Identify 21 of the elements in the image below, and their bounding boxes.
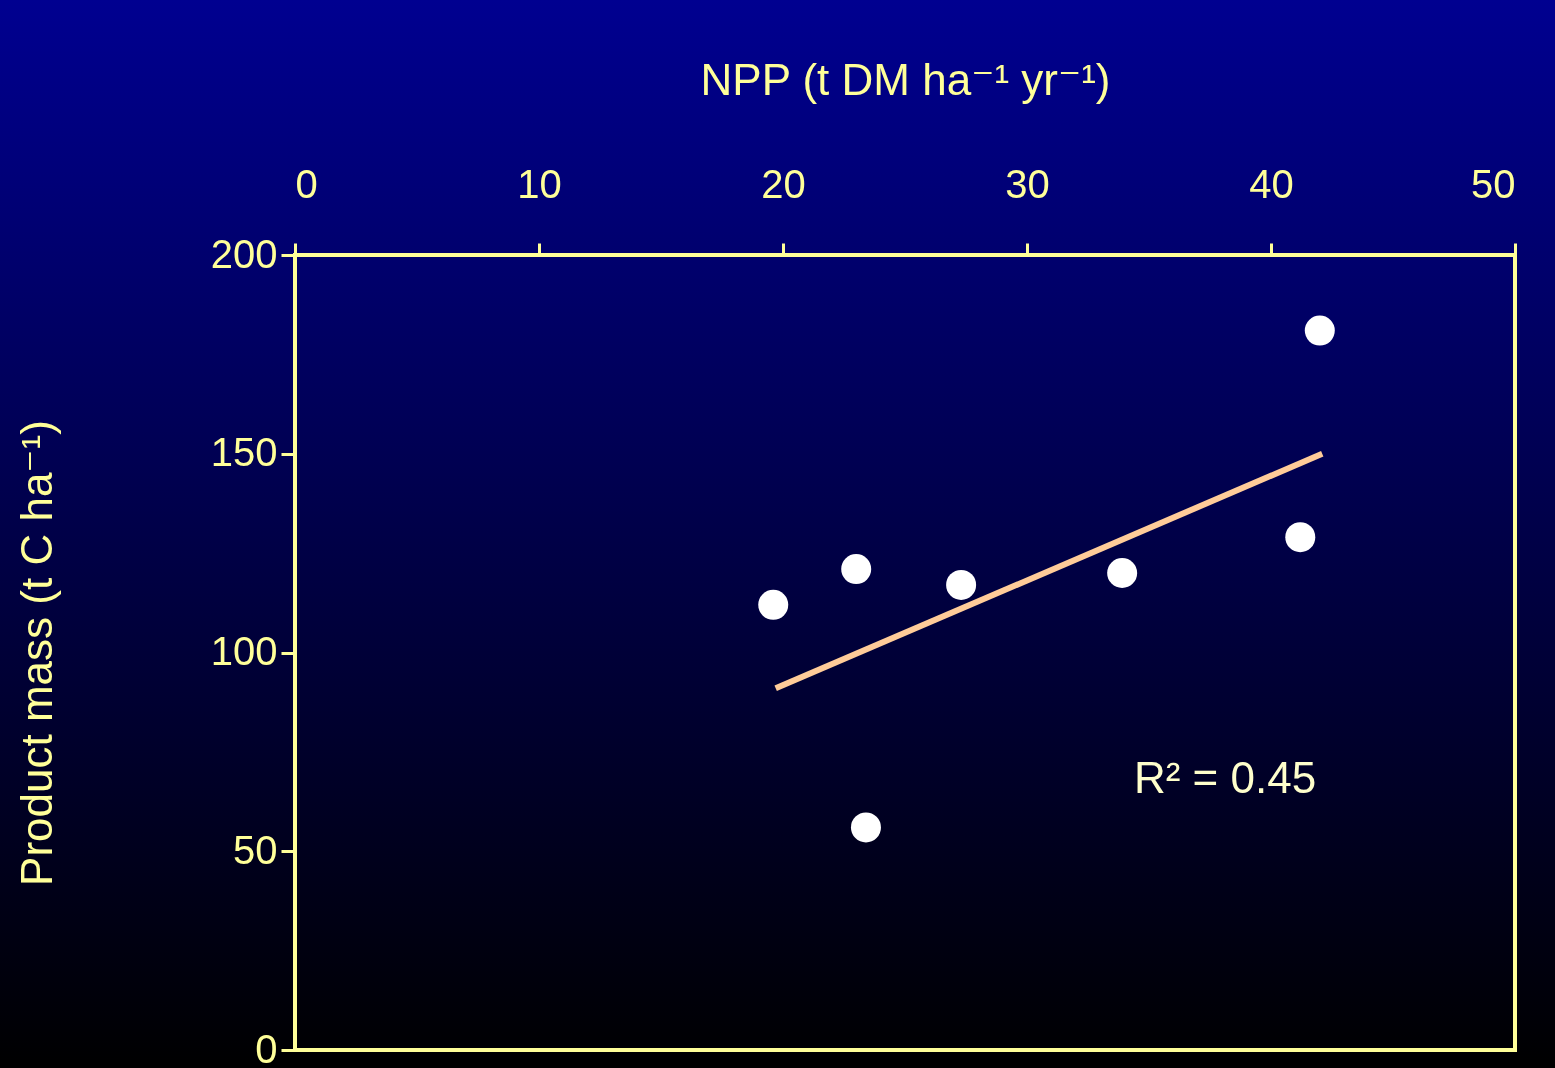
point: [850, 812, 881, 843]
point: [1285, 522, 1316, 553]
x-tick-label: 30: [1005, 161, 1050, 206]
x-tick-label: 50: [1471, 161, 1516, 206]
x-tick-label: 0: [295, 161, 318, 206]
point: [841, 554, 872, 584]
y-tick-label: 0: [255, 1026, 278, 1068]
x-tick-label: 20: [761, 161, 806, 206]
y-tick-label: 100: [210, 629, 278, 673]
point: [946, 569, 977, 600]
annotation: R² = 0.45: [1133, 753, 1317, 802]
y-tick-label: 200: [210, 231, 278, 276]
point: [758, 589, 789, 620]
x-axis-title: NPP (t DM ha⁻¹ yr⁻¹): [700, 54, 1111, 104]
point: [1304, 315, 1335, 346]
y-axis-title: Product mass (t C ha⁻¹): [11, 420, 61, 886]
point: [1107, 558, 1138, 588]
x-tick-label: 40: [1249, 161, 1294, 206]
y-tick-label: 50: [233, 827, 278, 872]
x-tick-label: 10: [517, 161, 562, 206]
y-tick-label: 150: [210, 430, 278, 475]
